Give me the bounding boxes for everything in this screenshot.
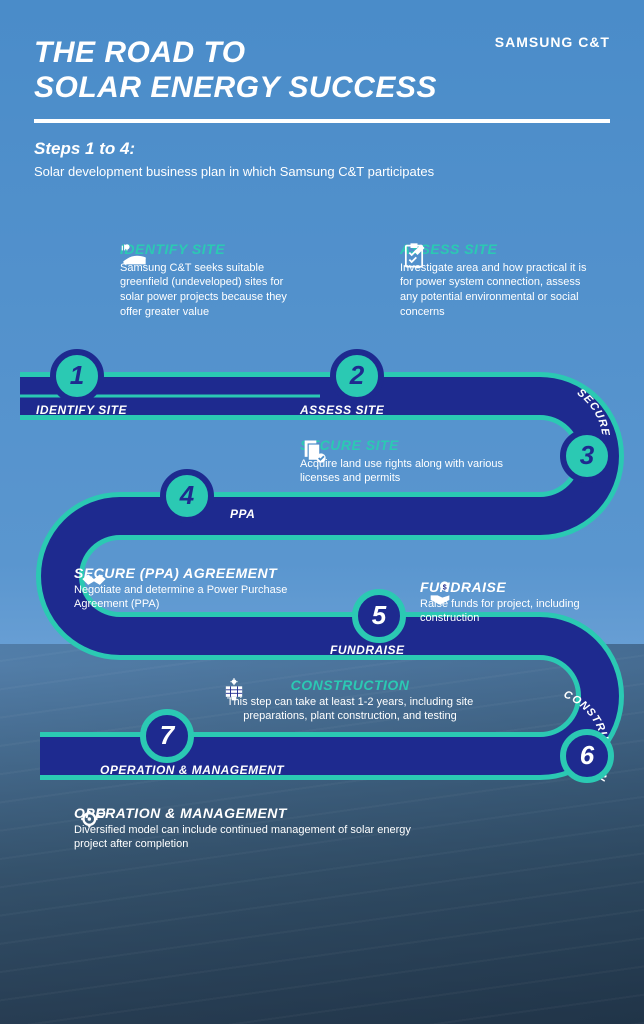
landscape-icon [120,241,148,269]
step-2-circle: 2 [330,349,384,403]
step-5-circle: 5 [352,589,406,643]
step-6-circle: 6 [560,729,614,783]
money-icon: $ [426,579,454,607]
path-label-ppa: PPA [230,507,255,521]
step-3-circle: 3 [560,429,614,483]
path-label-fundraise: FUNDRAISE [330,643,405,657]
step-1-circle: 1 [50,349,104,403]
step-1-text: Samsung C&T seeks suitable greenfield (u… [120,261,300,320]
path-label-identify: IDENTIFY SITE [36,403,127,417]
step-6-text: This step can take at least 1-2 years, i… [220,695,480,725]
gears-icon [80,805,108,833]
clipboard-icon [400,241,428,269]
step-7-text: Diversified model can include continued … [74,823,414,853]
document-icon [300,437,328,465]
panel-icon [220,677,248,705]
path-label-assess: ASSESS SITE [300,403,384,417]
step-3-title: SECURE SITE [300,437,530,453]
intro-heading: Steps 1 to 4: [34,139,610,159]
svg-text:$: $ [443,584,447,591]
step-2-text: Investigate area and how practical it is… [400,261,600,320]
step-3-text: Acquire land use rights along with vario… [300,457,530,487]
step-2-title: ASSESS SITE [400,241,600,257]
step-6-title: CONSTRUCTION [291,677,410,693]
path-label-om: OPERATION & MANAGEMENT [100,763,284,777]
roadmap-canvas: SECURE SITE CONSTRUCTION IDENTIFY SITE A… [0,181,644,961]
step-4-circle: 4 [160,469,214,523]
step-7-circle: 7 [140,709,194,763]
handshake-icon [80,565,108,593]
intro-text: Solar development business plan in which… [34,163,610,181]
title-line-2: SOLAR ENERGY SUCCESS [34,71,610,106]
